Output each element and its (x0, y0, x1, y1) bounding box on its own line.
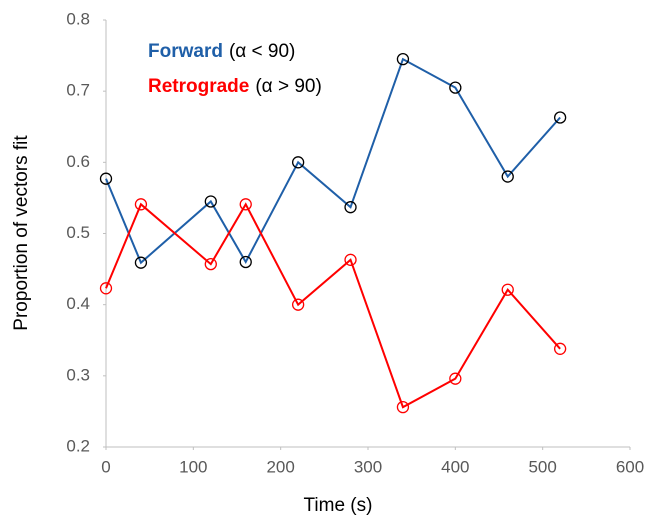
data-point (291, 156, 305, 169)
legend-name: Forward (148, 41, 223, 62)
legend-suffix: (α > 90) (255, 76, 321, 97)
data-point (553, 111, 567, 124)
x-tick-label: 0 (101, 457, 110, 476)
x-tick-label: 400 (441, 457, 469, 476)
y-tick-label: 0.7 (66, 81, 90, 100)
data-point (134, 256, 148, 269)
data-point (99, 172, 113, 185)
legend-suffix: (α < 90) (229, 41, 295, 62)
y-axis-label: Proportion of vectors fit (11, 135, 32, 331)
legend-entry: Retrograde (α > 90) (148, 76, 322, 97)
legend-entry: Forward (α < 90) (148, 41, 295, 62)
data-point (291, 298, 305, 311)
y-tick-label: 0.3 (66, 365, 90, 384)
y-tick-label: 0.5 (66, 223, 90, 242)
data-point (396, 52, 410, 66)
series-line (105, 202, 561, 409)
data-point (449, 372, 462, 385)
data-point (344, 201, 357, 214)
x-axis-label: Time (s) (304, 495, 373, 516)
data-point (204, 257, 217, 271)
data-point (99, 282, 113, 295)
x-tick-label: 600 (616, 457, 644, 476)
data-point (501, 283, 514, 296)
data-point (553, 342, 567, 355)
y-tick-label: 0.4 (66, 294, 90, 313)
x-tick-label: 100 (179, 457, 207, 476)
data-point (239, 198, 252, 211)
legend-name: Retrograde (148, 76, 249, 97)
x-tick-label: 500 (528, 457, 556, 476)
data-point (344, 253, 357, 266)
y-tick-label: 0.2 (66, 436, 90, 455)
data-point (449, 81, 462, 94)
y-tick-label: 0.6 (66, 152, 90, 171)
data-point (239, 255, 252, 269)
x-tick-label: 300 (354, 457, 382, 476)
data-point (501, 170, 514, 183)
y-tick-label: 0.8 (66, 9, 90, 28)
data-point (204, 195, 217, 208)
data-point (134, 198, 148, 211)
series-line (105, 57, 561, 265)
x-tick-label: 200 (266, 457, 294, 476)
data-point (396, 400, 410, 414)
